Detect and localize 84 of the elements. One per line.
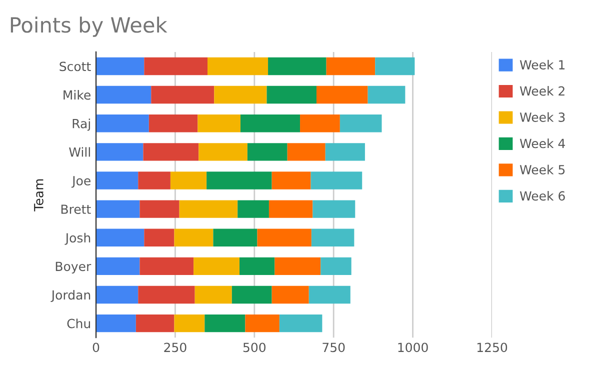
bar [198, 114, 240, 132]
bar [340, 114, 382, 132]
bar [96, 286, 138, 304]
bar [213, 228, 258, 246]
bar [96, 143, 144, 161]
bar [138, 286, 195, 304]
bar [268, 57, 326, 76]
bar [247, 143, 288, 161]
legend-label: Week 4 [520, 138, 565, 148]
bar [174, 228, 214, 246]
bar [140, 257, 194, 276]
legend-label: Week 2 [520, 86, 564, 96]
bar [179, 200, 238, 218]
legend-label: Week 5 [520, 164, 565, 174]
bar [96, 86, 152, 104]
y-tick-label: Raj [72, 118, 90, 131]
bar [151, 86, 214, 104]
bar [300, 114, 340, 132]
y-tick-label: Mike [64, 90, 90, 100]
y-tick-label: Boyer [56, 262, 92, 274]
bar [326, 57, 376, 76]
bar [174, 314, 205, 332]
bar [140, 200, 180, 218]
y-tick-label: Chu [67, 318, 90, 328]
bar [144, 228, 174, 246]
bar [96, 114, 149, 132]
bar [311, 228, 354, 246]
bar [308, 286, 350, 304]
bar [316, 86, 368, 104]
y-tick-label: Will [69, 147, 90, 157]
bar [96, 200, 140, 218]
y-axis-title: Team [34, 179, 44, 212]
bar [310, 172, 362, 190]
bar [257, 228, 312, 246]
bar [206, 172, 272, 190]
bar [138, 172, 170, 190]
bar [320, 257, 352, 276]
bar [279, 314, 322, 332]
y-tick-label: Scott [60, 62, 91, 72]
bar [245, 314, 280, 332]
y-tick-label: Joe [71, 176, 90, 188]
bar [272, 286, 309, 304]
bar [240, 257, 275, 276]
chart-title: Points by Week [10, 16, 168, 37]
x-tick-label: 250 [164, 342, 186, 352]
bar [274, 257, 321, 276]
bar [198, 143, 248, 161]
bar [208, 57, 268, 76]
bar [214, 86, 267, 104]
bar [238, 200, 269, 218]
bar [96, 172, 138, 190]
bar [272, 172, 311, 190]
legend-label: Week 1 [520, 60, 565, 70]
bar [194, 286, 232, 304]
legend-label: Week 6 [520, 190, 565, 201]
bar [96, 257, 140, 276]
x-tick-label: 750 [322, 342, 345, 352]
bar [368, 86, 406, 104]
bar [96, 314, 136, 332]
bar [325, 143, 365, 161]
x-tick-label: 1000 [398, 342, 428, 352]
bar [136, 314, 174, 332]
bar [96, 228, 144, 246]
y-tick-label: Jordan [50, 290, 90, 302]
bar [240, 114, 300, 132]
bar [144, 57, 208, 76]
legend-label: Week 3 [520, 112, 565, 122]
x-tick-label: 0 [92, 342, 100, 352]
bar [375, 57, 415, 76]
x-tick-label: 1250 [477, 342, 508, 352]
bar [312, 200, 356, 218]
bar [143, 143, 199, 161]
bar [232, 286, 272, 304]
bar [268, 200, 313, 218]
y-tick-label: Brett [61, 204, 91, 214]
bar [170, 172, 207, 190]
bar [287, 143, 326, 161]
y-tick-label: Josh [64, 232, 90, 245]
bar [96, 57, 144, 76]
bar [204, 314, 246, 332]
bar [266, 86, 316, 104]
bar [194, 257, 240, 276]
x-tick-label: 500 [243, 342, 266, 352]
bar [148, 114, 198, 132]
